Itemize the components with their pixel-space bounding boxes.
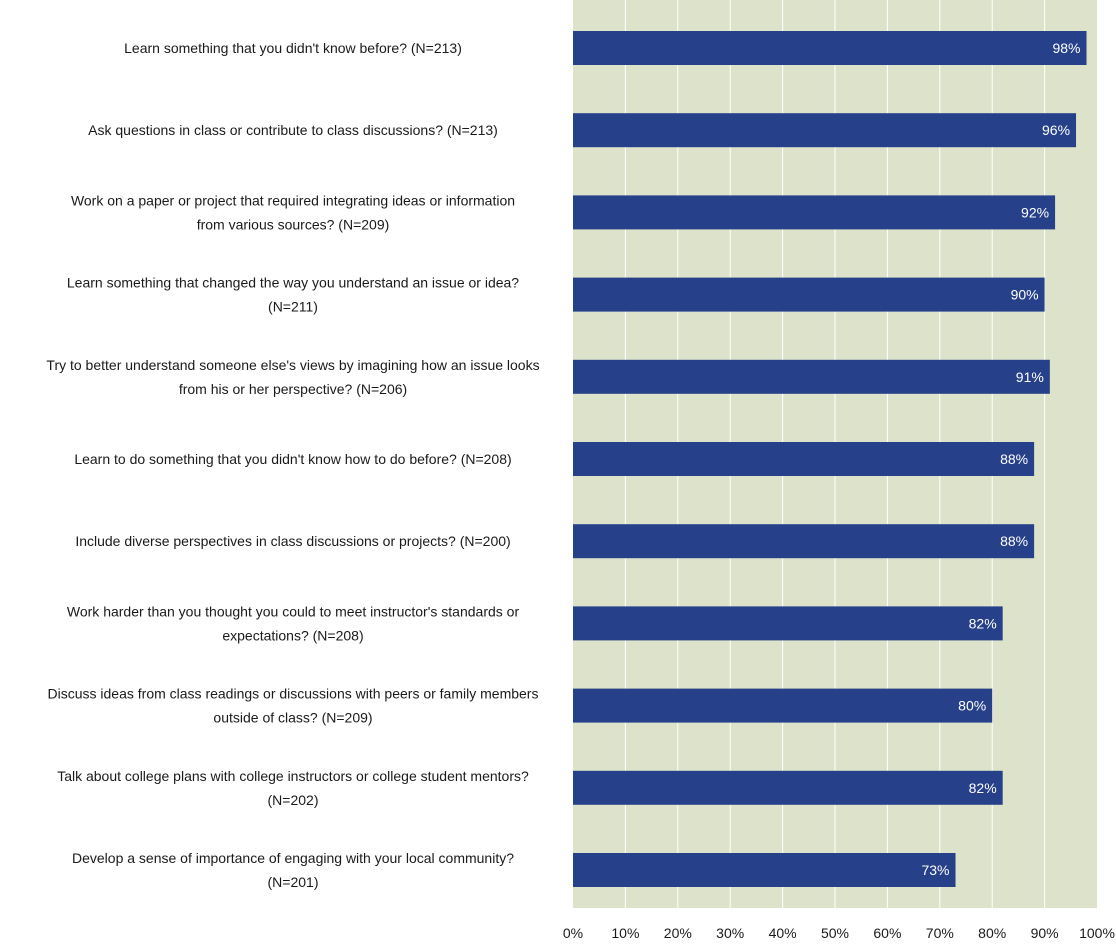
data-label: 88%	[1000, 533, 1028, 549]
category-label-line: Ask questions in class or contribute to …	[88, 122, 498, 138]
bar	[573, 113, 1077, 148]
data-label: 92%	[1021, 204, 1049, 220]
category-label-line: outside of class? (N=209)	[213, 710, 372, 726]
data-label: 82%	[969, 780, 997, 796]
category-label-line: Discuss ideas from class readings or dis…	[48, 686, 539, 702]
category-label: Work on a paper or project that required…	[71, 192, 515, 232]
category-label: Talk about college plans with college in…	[57, 768, 529, 808]
x-tick-label: 50%	[821, 925, 849, 941]
category-label-line: expectations? (N=208)	[222, 627, 363, 643]
data-label: 96%	[1042, 122, 1070, 138]
data-label: 90%	[1011, 287, 1039, 303]
category-label: Try to better understand someone else's …	[46, 357, 539, 397]
x-tick-label: 70%	[926, 925, 954, 941]
category-label: Work harder than you thought you could t…	[67, 603, 520, 643]
category-label-line: Work on a paper or project that required…	[71, 192, 515, 208]
x-tick-label: 10%	[611, 925, 639, 941]
data-label: 82%	[969, 615, 997, 631]
bar	[573, 853, 956, 887]
category-label: Develop a sense of importance of engagin…	[72, 850, 514, 890]
bar	[573, 442, 1035, 476]
data-label: 73%	[921, 862, 949, 878]
bar	[573, 277, 1045, 312]
bar	[573, 195, 1056, 230]
category-label-line: Work harder than you thought you could t…	[67, 603, 520, 619]
bar	[573, 606, 1003, 641]
x-tick-label: 100%	[1079, 925, 1115, 941]
x-tick-label: 30%	[716, 925, 744, 941]
data-label: 80%	[958, 698, 986, 714]
x-tick-label: 90%	[1031, 925, 1059, 941]
category-label: Include diverse perspectives in class di…	[75, 533, 510, 549]
category-label: Learn to do something that you didn't kn…	[74, 451, 511, 467]
x-tick-label: 0%	[563, 925, 583, 941]
x-tick-label: 80%	[978, 925, 1006, 941]
data-labels: 98% 96% 92% 90% 91% 88% 88% 82% 80% 82% 73%	[921, 40, 1080, 878]
x-tick-label: 20%	[664, 925, 692, 941]
category-label-line: from his or her perspective? (N=206)	[179, 381, 407, 397]
x-axis-ticks: 0% 10% 20% 30% 40% 50% 60% 70% 80% 90% 100%	[563, 925, 1115, 941]
bar	[573, 688, 993, 723]
data-label: 88%	[1000, 451, 1028, 467]
category-label-line: Include diverse perspectives in class di…	[75, 533, 510, 549]
category-label-line: from various sources? (N=209)	[197, 216, 390, 232]
bar	[573, 524, 1035, 559]
data-label: 98%	[1052, 40, 1080, 56]
category-label: Discuss ideas from class readings or dis…	[48, 686, 539, 726]
x-tick-label: 60%	[873, 925, 901, 941]
category-labels: Learn something that you didn't know bef…	[46, 40, 539, 890]
bar	[573, 31, 1087, 65]
category-label: Learn something that changed the way you…	[67, 275, 519, 315]
category-label-line: Develop a sense of importance of engagin…	[72, 850, 514, 866]
category-label-line: Learn something that you didn't know bef…	[124, 40, 462, 56]
category-label: Learn something that you didn't know bef…	[124, 40, 462, 56]
bars	[573, 31, 1087, 887]
category-label-line: (N=211)	[268, 299, 318, 315]
category-label-line: (N=201)	[268, 874, 319, 890]
data-label: 91%	[1016, 369, 1044, 385]
category-label-line: Talk about college plans with college in…	[57, 768, 529, 784]
category-label: Ask questions in class or contribute to …	[88, 122, 498, 138]
category-label-line: Learn to do something that you didn't kn…	[74, 451, 511, 467]
category-label-line: Try to better understand someone else's …	[46, 357, 539, 373]
bar	[573, 770, 1003, 805]
category-label-line: Learn something that changed the way you…	[67, 275, 519, 291]
x-tick-label: 40%	[769, 925, 797, 941]
bar	[573, 359, 1050, 394]
category-label-line: (N=202)	[268, 792, 319, 808]
